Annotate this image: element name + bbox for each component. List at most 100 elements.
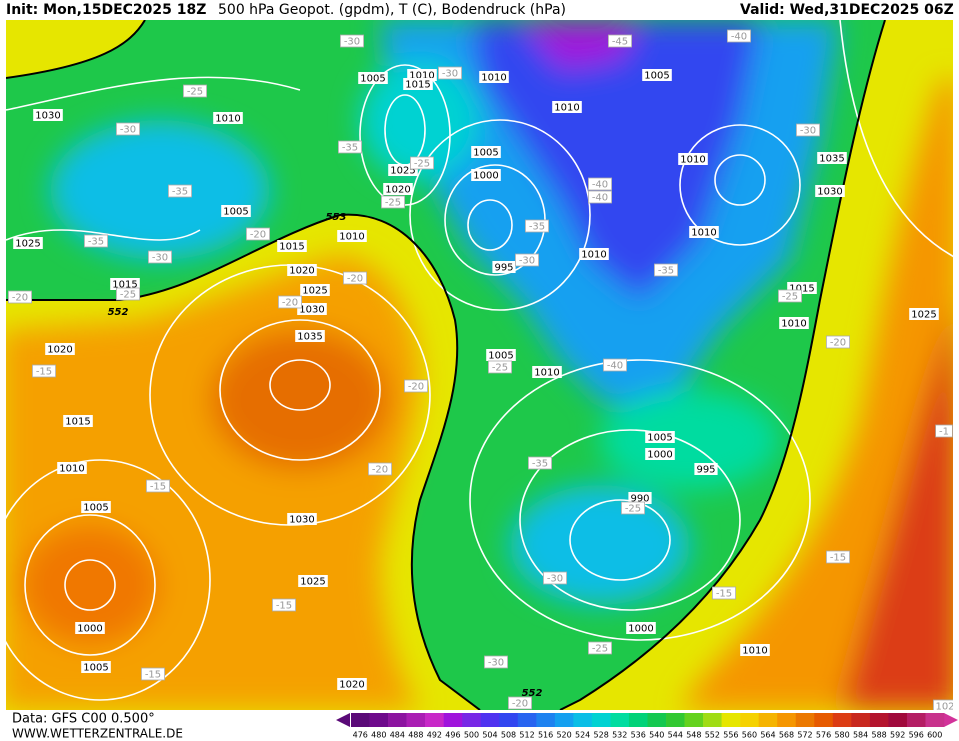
- temperature-label: -30: [488, 658, 504, 669]
- temperature-label: -30: [800, 126, 816, 137]
- colorbar-label: 568: [779, 731, 794, 740]
- pressure-label: 1005: [83, 663, 108, 674]
- pressure-label-box: [689, 226, 719, 238]
- warm-core-east: [680, 80, 953, 710]
- temperature-label: -40: [592, 180, 608, 191]
- temperature-label-box: [437, 66, 462, 80]
- pressure-label-box: [626, 622, 656, 634]
- pressure-label: 1005: [488, 351, 513, 362]
- pressure-label: 1010: [339, 232, 364, 243]
- pressure-label: 1015: [789, 284, 814, 295]
- colorbar-label: 484: [390, 731, 405, 740]
- temperature-label: -25: [120, 290, 136, 301]
- pressure-label: 990: [630, 494, 649, 505]
- pressure-label-box: [817, 152, 847, 164]
- geopotential-label: 552: [522, 688, 543, 699]
- pressure-label: 1010: [554, 103, 579, 114]
- colorbar-swatch: [388, 713, 407, 727]
- colorbar-label: 536: [631, 731, 646, 740]
- colorbar-swatch: [740, 713, 759, 727]
- colorbar-label: 576: [816, 731, 831, 740]
- colorbar-label: 528: [594, 731, 609, 740]
- pressure-label-box: [81, 661, 111, 673]
- temperature-label: -15: [830, 553, 846, 564]
- colorbar-label: 596: [909, 731, 924, 740]
- pressure-label-box: [110, 278, 140, 290]
- pressure-label: 1000: [473, 171, 498, 182]
- data-source: Data: GFS C00 0.500°: [12, 712, 155, 727]
- pressure-label: 1010: [781, 319, 806, 330]
- pressure-label: 1025: [302, 286, 327, 297]
- temperature-label-box: [543, 571, 568, 585]
- warm-field-north: [6, 20, 145, 78]
- colorbar-swatch: [647, 713, 667, 727]
- isobars: [6, 20, 953, 701]
- pressure-label: 1010: [59, 464, 84, 475]
- temperature-label-box: [528, 456, 553, 470]
- temperature-label: -20: [512, 699, 528, 710]
- colorbar-swatch: [591, 713, 611, 727]
- temperature-label: -30: [152, 253, 168, 264]
- temperature-label: -30: [344, 37, 360, 48]
- colorbar-label: 564: [760, 731, 775, 740]
- colorbar-swatch: [425, 713, 444, 727]
- pressure-label: 1035: [819, 154, 844, 165]
- colorbar-swatch: [684, 713, 704, 727]
- temperature-label: -25: [782, 292, 798, 303]
- temperature-label: -15: [145, 670, 161, 681]
- colorbar-label: 512: [519, 731, 534, 740]
- pressure-label-box: [628, 492, 652, 504]
- colorbar-swatch: [851, 713, 871, 727]
- pressure-label: 1005: [360, 74, 385, 85]
- temperature-label: -15: [276, 601, 292, 612]
- pressure-label: 1030: [817, 187, 842, 198]
- pressure-label: 1005: [223, 207, 248, 218]
- temperature-label: -35: [529, 222, 545, 233]
- colorbar-swatch: [832, 713, 852, 727]
- pressure-label: 1015: [65, 417, 90, 428]
- colorbar-swatch: [610, 713, 630, 727]
- temperature-label-box: [409, 156, 434, 170]
- temperature-label-box: [588, 190, 613, 204]
- colorbar-label: 572: [797, 731, 812, 740]
- temperature-label-box: [933, 699, 953, 710]
- colorbar-label: 480: [371, 731, 386, 740]
- pressure-label: 1030: [289, 515, 314, 526]
- pressure-label-box: [13, 237, 43, 249]
- colorbar-label: 600: [927, 731, 942, 740]
- temperature-label: -35: [172, 187, 188, 198]
- pressure-label: 1020: [47, 345, 72, 356]
- colorbar-swatch: [351, 713, 370, 727]
- pressure-label-box: [300, 284, 330, 296]
- colorbar-label: 592: [890, 731, 905, 740]
- pressure-label-box: [645, 448, 675, 460]
- pressure-label-box: [45, 343, 75, 355]
- colorbar-swatch: [869, 713, 889, 727]
- temperature-label: -35: [532, 459, 548, 470]
- map: 1030 1010 1005 1010 1015 1010 1005 1010 1005 1000…: [6, 20, 953, 710]
- colorbar-label: 584: [853, 731, 868, 740]
- pressure-label-box: [221, 205, 251, 217]
- pressure-label-box: [779, 317, 809, 329]
- pressure-label-box: [815, 185, 845, 197]
- temperature-label: -35: [658, 266, 674, 277]
- pressure-label: 1000: [647, 450, 672, 461]
- pressure-label: 1025: [15, 239, 40, 250]
- temperature-label: -40: [731, 32, 747, 43]
- temperature-label: -20: [282, 298, 298, 309]
- init-time: Init: Mon,15DEC2025 18Z: [6, 2, 206, 18]
- pressure-label-box: [909, 308, 939, 320]
- temperature-label-box: [167, 184, 192, 198]
- pressure-label-box: [383, 183, 413, 195]
- pressure-label: 1005: [644, 71, 669, 82]
- temperature-label-box: [380, 195, 405, 209]
- temperature-label: -25: [414, 159, 430, 170]
- pressure-label-box: [33, 109, 63, 121]
- pressure-label: 995: [696, 465, 715, 476]
- temperature-label: -30: [442, 69, 458, 80]
- temperature-label-box: [7, 290, 33, 304]
- temperature-label-box: [935, 424, 953, 438]
- temperature-label-box: [712, 586, 737, 600]
- contour-552: [6, 20, 886, 710]
- pressure-label-box: [277, 240, 307, 252]
